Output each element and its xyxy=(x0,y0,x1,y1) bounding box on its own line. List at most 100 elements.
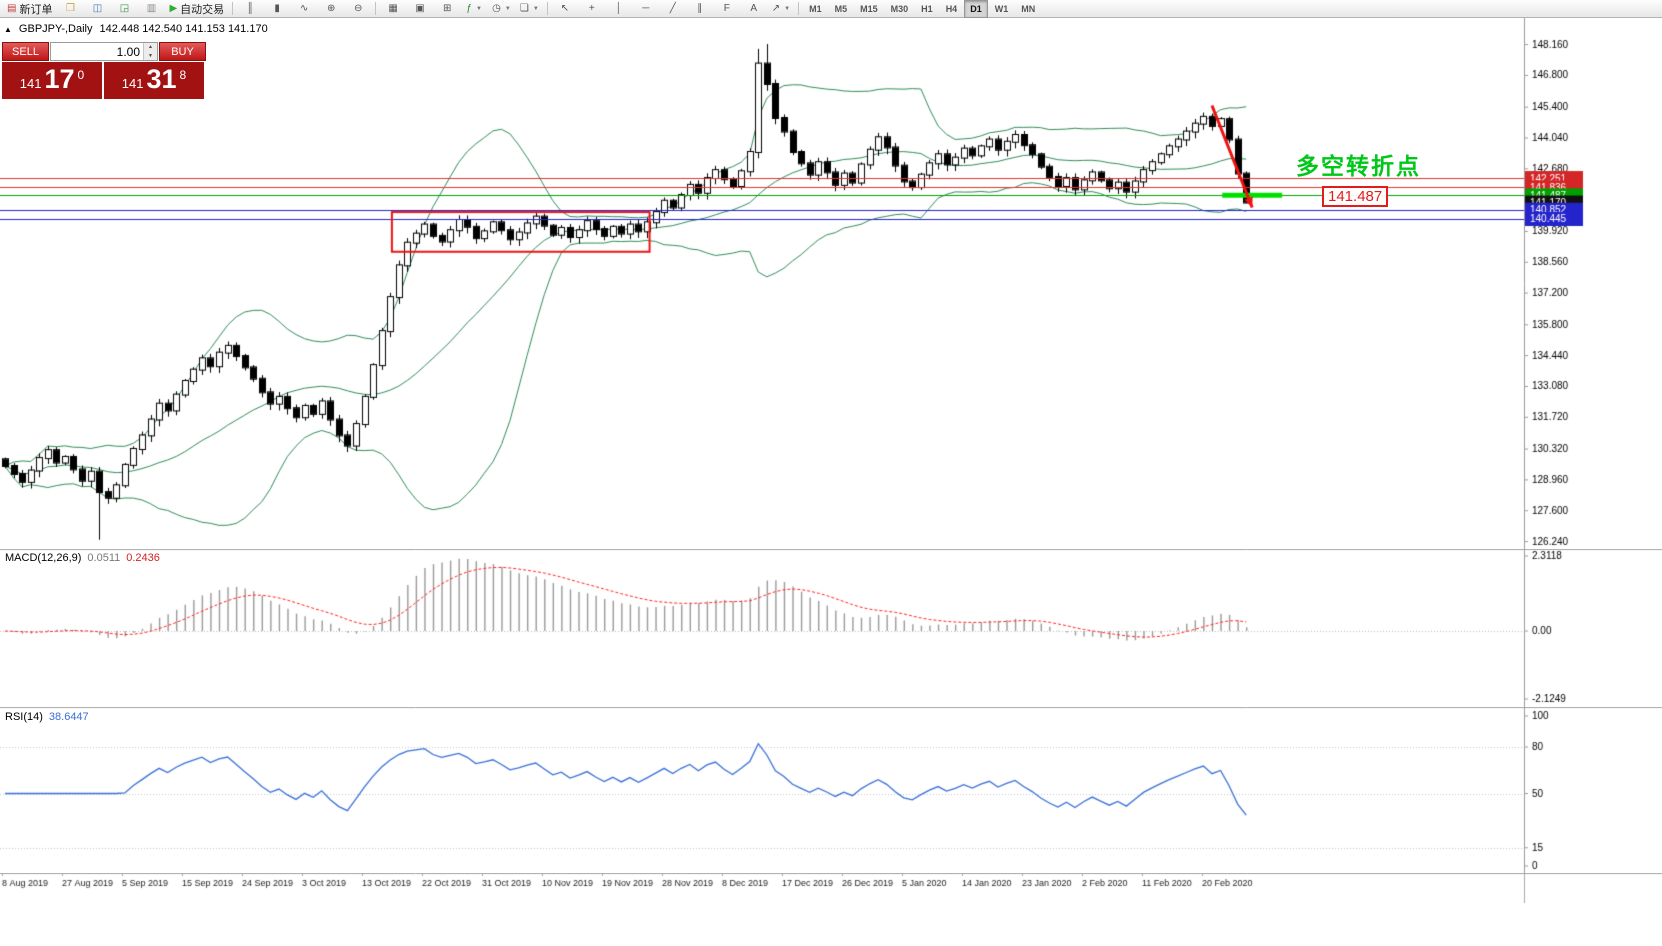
candlestick-chart-icon[interactable]: ▮ xyxy=(264,0,290,18)
autotrading-button[interactable]: ▶ 自动交易 xyxy=(165,0,228,18)
terminal-icon[interactable]: ▥ xyxy=(138,0,164,18)
main-chart-canvas[interactable] xyxy=(0,18,1662,549)
rsi-name: RSI(14) xyxy=(5,711,43,723)
periods-icon-caret[interactable]: ▼ xyxy=(504,5,511,12)
cursor-icon: ↖ xyxy=(560,2,569,14)
arrows-icon[interactable]: ↗ ▼ xyxy=(768,0,794,18)
horizontal-line-icon[interactable]: ─ xyxy=(633,0,659,18)
line-chart-icon: ∿ xyxy=(299,2,309,14)
bar-chart-icon[interactable]: ║ xyxy=(237,0,263,18)
crosshair-icon[interactable]: + xyxy=(579,0,605,18)
tile-windows-icon[interactable]: ▦ xyxy=(380,0,406,18)
macd-indicator-label: MACD(12,26,9) 0.0511 0.2436 xyxy=(5,552,160,564)
arrows-icon: ↗ xyxy=(771,2,781,14)
volume-down-button[interactable]: ▼ xyxy=(144,51,157,60)
macd-panel-canvas[interactable] xyxy=(0,549,1662,707)
zoom-in-icon: ⊕ xyxy=(326,2,336,14)
timeframe-d1-button[interactable]: D1 xyxy=(964,0,988,18)
zoom-out-icon: ⊖ xyxy=(353,2,363,14)
rsi-panel-canvas[interactable] xyxy=(0,707,1662,873)
new-order-button: ▤ xyxy=(7,2,17,14)
vertical-line-icon[interactable]: │ xyxy=(606,0,632,18)
chart-profiles-icon[interactable]: ❒ xyxy=(57,0,83,18)
templates-icon[interactable]: ❏ ▼ xyxy=(516,0,543,18)
timeframe-h1-button[interactable]: H1 xyxy=(921,3,933,14)
bid-fraction: 0 xyxy=(77,68,85,82)
indicators-icon: ƒ xyxy=(466,2,472,14)
text-label-icon: A xyxy=(750,2,758,14)
sell-button[interactable]: SELL xyxy=(2,42,49,61)
trendline-icon[interactable]: ╱ xyxy=(660,0,686,18)
channel-icon: ∥ xyxy=(697,2,703,14)
chart-collapse-icon[interactable]: ▲ xyxy=(4,24,12,34)
data-window-icon: ◲ xyxy=(119,2,130,14)
timeframe-w1-button[interactable]: W1 xyxy=(994,3,1009,14)
autotrading-button-label: 自动交易 xyxy=(180,3,225,16)
data-window-icon[interactable]: ◲ xyxy=(111,0,137,18)
periods-icon: ◷ xyxy=(492,2,501,14)
timeframe-mn-button[interactable]: MN xyxy=(1021,3,1036,14)
chart-symbol-period: GBPJPY-,Daily xyxy=(18,23,93,35)
new-order-button[interactable]: ▤ 新订单 xyxy=(3,0,56,18)
ask-price-panel[interactable]: 141 31 8 xyxy=(104,62,204,99)
indicators-icon-caret[interactable]: ▼ xyxy=(475,5,482,12)
bid-pips: 17 xyxy=(44,64,75,94)
one-click-trading-widget: SELL 1.00 ▲ ▼ BUY 141 17 0 141 31 8 xyxy=(2,42,206,99)
turning-point-annotation[interactable]: 多空转折点 xyxy=(1296,153,1421,179)
crosshair-icon: + xyxy=(588,2,595,14)
bid-big-figure: 141 xyxy=(19,76,42,91)
macd-main-value: 0.0511 xyxy=(87,552,121,564)
volume-steppers: ▲ ▼ xyxy=(143,43,157,60)
periods-icon[interactable]: ◷ ▼ xyxy=(488,0,515,18)
zoom-in-icon[interactable]: ⊕ xyxy=(318,0,344,18)
ask-big-figure: 141 xyxy=(121,76,144,91)
chart-ohlc-values: 142.448 142.540 141.153 141.170 xyxy=(99,23,268,35)
market-watch-icon[interactable]: ◫ xyxy=(84,0,110,18)
ask-fraction: 8 xyxy=(179,68,187,82)
volume-field[interactable]: 1.00 ▲ ▼ xyxy=(50,42,158,61)
terminal-icon: ▥ xyxy=(146,2,157,14)
timeframe-m1-button[interactable]: M1 xyxy=(809,3,822,14)
price-level-flag[interactable]: 141.487 xyxy=(1322,186,1389,207)
fibonacci-icon[interactable]: F xyxy=(714,0,740,18)
volume-up-button[interactable]: ▲ xyxy=(144,43,157,52)
rsi-value: 38.6447 xyxy=(48,711,89,723)
toolbar-separator xyxy=(232,2,234,15)
channel-icon[interactable]: ∥ xyxy=(687,0,713,18)
timeframe-m5-button[interactable]: M5 xyxy=(834,3,848,14)
templates-icon-caret[interactable]: ▼ xyxy=(532,5,539,12)
date-axis-canvas[interactable] xyxy=(0,873,1662,903)
zoom-out-icon[interactable]: ⊖ xyxy=(345,0,371,18)
candlestick-chart-icon: ▮ xyxy=(274,2,280,14)
chart-title: ▲ GBPJPY-,Daily 142.448 142.540 141.153 … xyxy=(4,23,268,35)
macd-name: MACD(12,26,9) xyxy=(5,552,82,564)
new-order-button-label: 新订单 xyxy=(19,3,53,16)
timeframe-m15-button[interactable]: M15 xyxy=(860,3,878,14)
toolbar-separator xyxy=(546,2,548,15)
templates-icon: ❏ xyxy=(519,2,529,14)
text-label-icon[interactable]: A xyxy=(741,0,767,18)
toolbar-separator xyxy=(798,2,800,15)
tile-windows-icon: ▦ xyxy=(388,2,398,14)
fibonacci-icon: F xyxy=(723,2,730,14)
arrows-icon-caret[interactable]: ▼ xyxy=(784,5,791,12)
chart-shift-icon[interactable]: ⊞ xyxy=(434,0,460,18)
cursor-icon[interactable]: ↖ xyxy=(552,0,578,18)
auto-scroll-icon: ▣ xyxy=(415,2,425,14)
timeframe-m30-button[interactable]: M30 xyxy=(890,3,909,14)
bar-chart-icon: ║ xyxy=(246,2,254,14)
market-watch-icon: ◫ xyxy=(92,2,103,14)
toolbar: ▤ 新订单 ❒ ◫ ◲ ▥ ▶ 自动交易 ║ ▮ ∿ ⊕ ⊖ ▦ ▣ ⊞ ƒ ▼ ◷ ▼ ❏ ▼ ↖ + │ ─ ╱ ∥ F A ↗ ▼ M1 M… xyxy=(0,0,1662,18)
timeframe-h4-button[interactable]: H4 xyxy=(945,3,958,14)
buy-button[interactable]: BUY xyxy=(159,42,206,61)
vertical-line-icon: │ xyxy=(615,2,622,14)
chart-profiles-icon: ❒ xyxy=(65,2,75,14)
volume-value[interactable]: 1.00 xyxy=(116,44,140,59)
chart-shift-icon: ⊞ xyxy=(442,2,452,14)
auto-scroll-icon[interactable]: ▣ xyxy=(407,0,433,18)
bid-price-panel[interactable]: 141 17 0 xyxy=(2,62,102,99)
macd-signal-value: 0.2436 xyxy=(126,552,160,564)
line-chart-icon[interactable]: ∿ xyxy=(291,0,317,18)
indicators-icon[interactable]: ƒ ▼ xyxy=(461,0,487,18)
